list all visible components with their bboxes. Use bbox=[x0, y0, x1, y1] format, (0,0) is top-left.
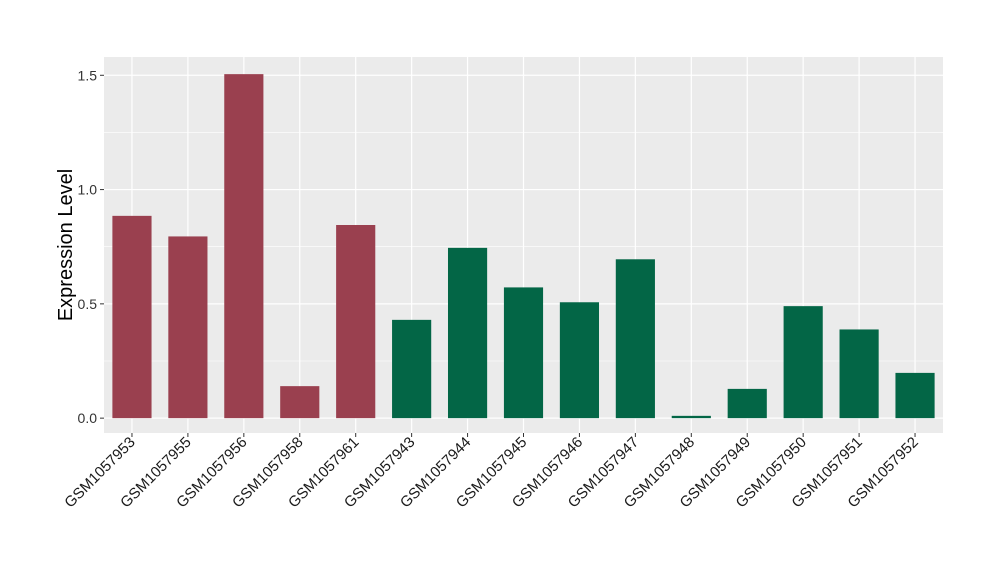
y-tick-label: 1.0 bbox=[78, 182, 98, 198]
bar bbox=[168, 236, 208, 419]
bar bbox=[559, 302, 600, 419]
bar bbox=[671, 415, 711, 419]
bar bbox=[615, 259, 655, 419]
bar bbox=[783, 306, 823, 419]
bar bbox=[727, 388, 767, 419]
bar bbox=[503, 287, 544, 419]
y-tick-label: 0.0 bbox=[78, 410, 98, 426]
bar bbox=[447, 247, 488, 419]
y-axis-title: Expression Level bbox=[55, 169, 77, 321]
bar bbox=[280, 386, 320, 419]
bar bbox=[895, 372, 935, 419]
x-axis: GSM1057953GSM1057955GSM1057956GSM1057958… bbox=[61, 433, 922, 511]
y-axis: 0.0 0.5 1.0 1.5 bbox=[78, 67, 104, 426]
bar bbox=[224, 74, 264, 419]
y-tick-label: 0.5 bbox=[78, 296, 98, 312]
bar bbox=[392, 319, 432, 419]
bars bbox=[112, 74, 935, 419]
bar bbox=[336, 225, 376, 419]
bar bbox=[839, 329, 879, 419]
y-tick-label: 1.5 bbox=[78, 67, 98, 83]
bar bbox=[112, 215, 152, 419]
